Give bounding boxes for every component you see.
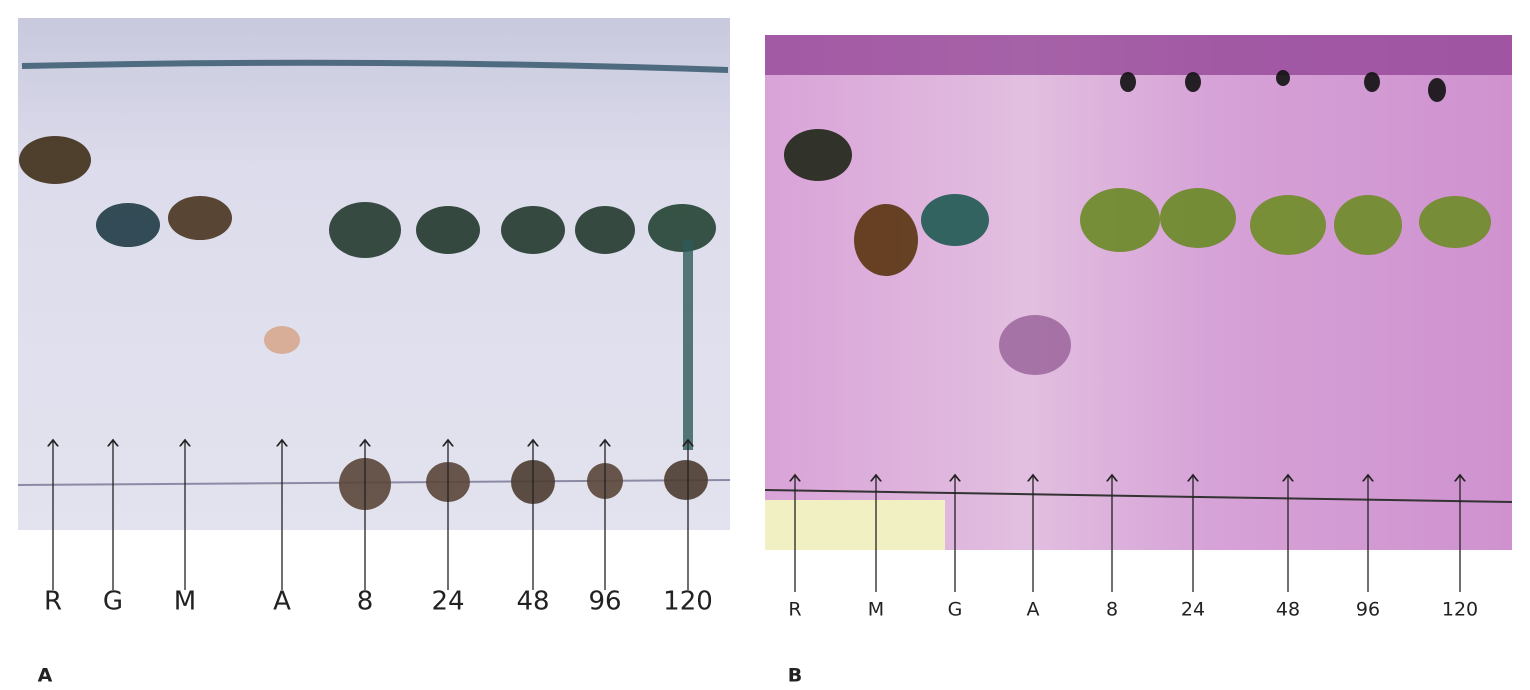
spot	[648, 204, 716, 252]
lane-label: 96	[588, 587, 621, 617]
plate-corner	[765, 500, 945, 550]
spot	[1419, 196, 1491, 248]
streak	[683, 240, 693, 450]
lane-label: M	[868, 599, 884, 621]
spot	[96, 203, 160, 247]
spot	[575, 206, 635, 254]
spot	[329, 202, 401, 258]
spot	[1120, 72, 1136, 92]
spot	[854, 204, 918, 276]
tlc-plate-b	[765, 35, 1512, 550]
spot	[1428, 78, 1446, 102]
lane-label: 24	[431, 587, 464, 617]
lane-label: 48	[1276, 599, 1300, 621]
panel-label: B	[788, 665, 802, 687]
origin-line	[764, 489, 1513, 503]
lane-label: 8	[357, 587, 374, 617]
spot	[264, 326, 300, 354]
spot	[1080, 188, 1160, 252]
lane-label: 24	[1181, 599, 1205, 621]
solvent-front	[765, 35, 1512, 75]
spot	[1276, 70, 1290, 86]
lane-label: 96	[1356, 599, 1380, 621]
panel-label: A	[38, 665, 53, 687]
spots	[19, 70, 1491, 510]
spot	[999, 315, 1071, 375]
spot	[1160, 188, 1236, 248]
spot	[664, 460, 708, 500]
solvent-front	[21, 59, 729, 73]
lane-label: G	[948, 599, 963, 621]
lane-label: R	[44, 587, 62, 617]
lane-label: 120	[663, 587, 713, 617]
spot	[168, 196, 232, 240]
lane-label: 120	[1442, 599, 1478, 621]
spot	[1334, 195, 1402, 255]
spot	[501, 206, 565, 254]
lane-label: M	[174, 587, 196, 617]
labels: R G M A 8 24 48 96 120 A R M G A 8 24 48 96 120 B	[38, 440, 1478, 687]
spot	[416, 206, 480, 254]
spot	[921, 194, 989, 246]
lane-label: R	[788, 599, 801, 621]
lane-label: A	[1027, 599, 1040, 621]
spot	[1250, 195, 1326, 255]
lane-label: 8	[1106, 599, 1118, 621]
lane-label: 48	[516, 587, 549, 617]
tlc-plate-a	[18, 18, 730, 530]
lane-label: A	[273, 587, 291, 617]
spot	[1364, 72, 1380, 92]
lane-label: G	[103, 587, 123, 617]
spot	[784, 129, 852, 181]
spot	[19, 136, 91, 184]
spot	[1185, 72, 1201, 92]
